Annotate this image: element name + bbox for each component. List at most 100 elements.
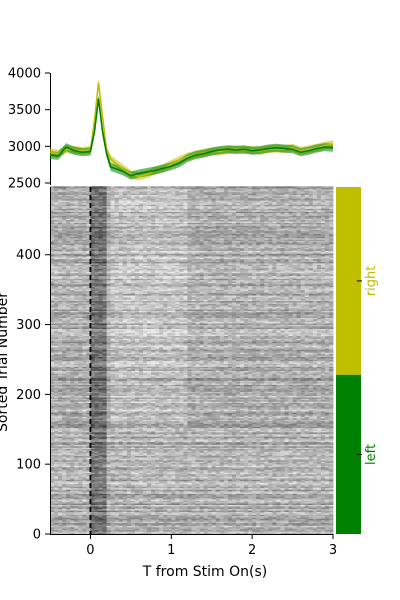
- raster-cell: [54, 494, 59, 497]
- raster-cell: [50, 531, 55, 533]
- raster-cell: [304, 517, 310, 519]
- raster-cell: [159, 489, 164, 492]
- raster-cell: [215, 497, 221, 500]
- raster-cell: [211, 506, 217, 508]
- raster-cell: [70, 483, 75, 486]
- raster-cell: [272, 521, 277, 524]
- raster-cell: [183, 485, 188, 487]
- raster-cell: [66, 500, 71, 503]
- raster-cell: [219, 532, 225, 535]
- raster-cell: [114, 522, 120, 525]
- raster-cell: [191, 504, 196, 507]
- raster-cell: [280, 522, 285, 525]
- raster-cell: [272, 490, 277, 493]
- raster-cell: [134, 529, 140, 532]
- raster-cell: [284, 515, 289, 518]
- raster-cell: [328, 520, 334, 522]
- raster-cell: [308, 514, 314, 517]
- raster-cell: [304, 490, 310, 493]
- raster-cell: [155, 513, 160, 515]
- raster-cell: [94, 489, 99, 492]
- raster-cell: [114, 518, 120, 521]
- raster-cell: [215, 504, 221, 507]
- raster-cell: [195, 531, 200, 533]
- raster-cell: [296, 487, 302, 490]
- raster-cell: [223, 499, 229, 501]
- raster-cell: [175, 493, 180, 496]
- raster-cell: [78, 511, 83, 514]
- raster-cell: [191, 503, 196, 505]
- raster-cell: [288, 487, 293, 490]
- raster-cell: [110, 506, 116, 508]
- raster-cell: [118, 506, 124, 508]
- raster-cell: [78, 518, 83, 521]
- raster-cell: [151, 507, 156, 510]
- raster-cell: [304, 489, 310, 492]
- raster-cell: [203, 503, 209, 505]
- raster-cell: [320, 528, 326, 531]
- raster-cell: [223, 528, 229, 531]
- raster-cell: [126, 496, 132, 498]
- raster-cell: [66, 497, 71, 500]
- raster-cell: [264, 490, 269, 493]
- raster-cell: [159, 501, 164, 504]
- raster-cell: [138, 499, 144, 501]
- raster-cell: [50, 499, 55, 501]
- raster-cell: [191, 501, 196, 504]
- raster-cell: [244, 532, 249, 535]
- raster-cell: [175, 508, 180, 511]
- raster-cell: [308, 511, 314, 514]
- raster-cell: [82, 511, 87, 514]
- raster-cell: [227, 513, 233, 515]
- raster-cell: [308, 528, 314, 531]
- raster-cell: [86, 494, 91, 497]
- raster-cell: [74, 497, 79, 500]
- raster-cell: [82, 504, 87, 507]
- raster-cell: [130, 515, 136, 518]
- raster-cell: [94, 517, 99, 519]
- raster-cell: [244, 514, 249, 517]
- raster-cell: [147, 508, 152, 511]
- raster-cell: [142, 501, 148, 504]
- raster-cell: [304, 486, 310, 489]
- raster-cell: [134, 490, 140, 493]
- raster-cell: [126, 517, 132, 519]
- raster-cell: [312, 531, 318, 533]
- raster-cell: [256, 496, 261, 498]
- raster-cell: [223, 485, 229, 487]
- raster-cell: [235, 515, 241, 518]
- raster-cell: [122, 510, 128, 512]
- raster-cell: [316, 494, 322, 497]
- raster-cell: [94, 494, 99, 497]
- raster-cell: [203, 496, 209, 498]
- raster-cell: [130, 525, 136, 528]
- raster-cell: [203, 522, 209, 525]
- raster-cell: [195, 520, 200, 522]
- raster-cell: [223, 525, 229, 528]
- raster-cell: [159, 508, 164, 511]
- raster-cell: [199, 494, 205, 497]
- raster-cell: [118, 486, 124, 489]
- raster-cell: [296, 507, 302, 510]
- raster-cell: [268, 486, 273, 489]
- raster-cell: [66, 525, 71, 528]
- raster-cell: [74, 524, 79, 526]
- raster-cell: [106, 496, 112, 498]
- raster-cell: [66, 486, 71, 489]
- raster-cell: [211, 513, 217, 515]
- raster-cell: [147, 494, 152, 497]
- raster-cell: [62, 532, 67, 535]
- raster-cell: [288, 528, 293, 531]
- raster-cell: [320, 520, 326, 522]
- raster-cell: [308, 492, 314, 494]
- raster-cell: [126, 497, 132, 500]
- raster-cell: [240, 499, 245, 501]
- raster-cell: [223, 514, 229, 517]
- raster-cell: [62, 486, 67, 489]
- raster-cell: [110, 486, 116, 489]
- raster-cell: [151, 518, 156, 521]
- raster-cell: [134, 532, 140, 535]
- raster-cell: [296, 514, 302, 517]
- raster-cell: [264, 528, 269, 531]
- raster-cell: [102, 524, 107, 526]
